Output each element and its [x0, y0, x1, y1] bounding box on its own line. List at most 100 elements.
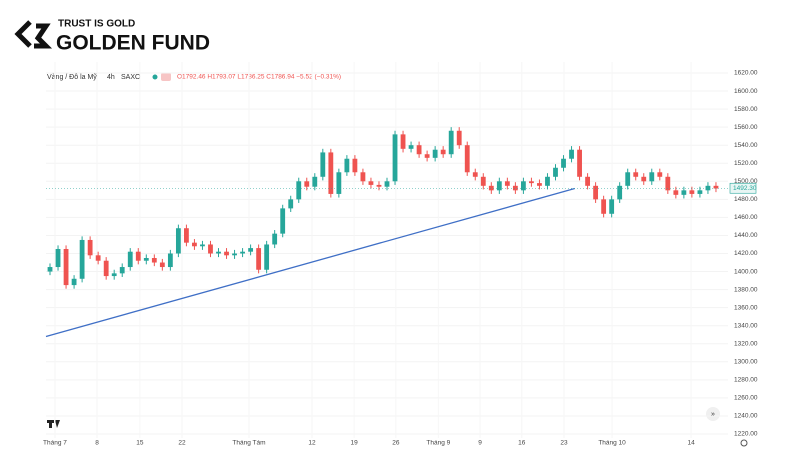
candle-body: [520, 181, 526, 191]
candle-body: [296, 181, 302, 200]
candle-body: [601, 199, 607, 214]
candle-body: [360, 172, 366, 182]
candle-body: [111, 273, 117, 277]
candle-body: [561, 158, 566, 168]
candle-body: [320, 152, 326, 177]
candle-body: [192, 242, 197, 247]
y-tick-label: 1340.00: [734, 322, 758, 329]
candle-body: [376, 184, 382, 187]
candle-body: [585, 176, 590, 186]
candle-body: [71, 278, 77, 286]
y-tick-label: 1440.00: [734, 232, 758, 239]
candle-body: [151, 258, 157, 263]
candle-body: [312, 176, 318, 187]
source: SAXO: [121, 74, 141, 81]
candle-body: [609, 199, 615, 214]
interval: 4h: [107, 74, 115, 81]
legend-values: O1792.46 H1793.07 L1786.25 C1786.94 −5.5…: [177, 74, 341, 81]
candle-body: [328, 152, 334, 194]
candle-body: [464, 145, 470, 173]
candle-body: [440, 149, 446, 155]
x-tick-label: Tháng Tám: [232, 440, 265, 447]
y-tick-label: 1240.00: [734, 413, 758, 420]
candle-body: [593, 185, 599, 200]
y-tick-label: 1460.00: [734, 214, 758, 221]
candle-body: [553, 167, 558, 177]
candle-body: [256, 248, 262, 270]
candle-body: [633, 172, 639, 177]
trend-line: [45, 187, 575, 338]
candle-body: [713, 185, 719, 189]
candle-body: [264, 244, 270, 270]
candle-body: [545, 176, 550, 186]
candle-body: [248, 248, 254, 252]
x-tick-label: Tháng 10: [598, 440, 626, 447]
x-tick-label: 19: [350, 440, 358, 447]
candle-body: [472, 172, 478, 177]
badge: [161, 73, 171, 81]
candle-body: [352, 158, 358, 173]
y-tick-label: 1480.00: [734, 196, 758, 203]
candle-body: [424, 154, 430, 158]
y-tick-label: 1380.00: [734, 286, 758, 293]
scroll-icon[interactable]: »: [711, 411, 715, 418]
candle-body: [103, 260, 109, 277]
x-tick-label: 16: [518, 440, 526, 447]
logo-icon: [14, 20, 53, 49]
candle-body: [689, 190, 695, 194]
candle-body: [697, 190, 703, 194]
candle-body: [224, 251, 229, 256]
x-tick-label: 8: [95, 440, 99, 447]
logo-tagline: TRUST IS GOLD: [58, 19, 135, 30]
logo-name: GOLDEN FUND: [56, 32, 210, 55]
y-tick-label: 1320.00: [734, 340, 758, 347]
candle-body: [569, 149, 574, 159]
x-tick-label: 15: [136, 440, 144, 447]
y-tick-label: 1360.00: [734, 304, 758, 311]
x-tick-label: 12: [308, 440, 316, 447]
candle-body: [512, 185, 518, 191]
y-tick-label: 1260.00: [734, 395, 758, 402]
candle-body: [87, 239, 93, 256]
candle-body: [280, 208, 286, 234]
y-tick-label: 1280.00: [734, 377, 758, 384]
x-tick-label: Tháng 7: [43, 440, 67, 447]
candle-body: [537, 183, 542, 186]
candle-body: [272, 233, 278, 245]
candle-body: [167, 253, 173, 268]
candle-body: [159, 262, 165, 268]
chart-title: Vàng / Đô la Mỹ: [47, 74, 97, 81]
candle-body: [681, 190, 687, 195]
y-tick-label: 1220.00: [734, 431, 758, 438]
candle-body: [448, 130, 454, 155]
candle-body: [617, 185, 623, 200]
candle-body: [200, 244, 205, 247]
candle-body: [673, 190, 679, 195]
candle-body: [288, 199, 294, 209]
y-tick-label: 1600.00: [734, 88, 758, 95]
candle-body: [400, 134, 406, 149]
x-tick-label: 14: [687, 440, 695, 447]
candle-body: [456, 130, 462, 146]
candle-body: [336, 172, 342, 194]
settings-icon[interactable]: [740, 439, 748, 447]
candle-body: [304, 181, 310, 187]
x-tick-label: 23: [560, 440, 568, 447]
y-tick-label: 1420.00: [734, 250, 758, 257]
candle-body: [208, 244, 213, 254]
last-price-box: [729, 182, 757, 194]
candle-body: [649, 172, 655, 182]
candle-body: [705, 185, 711, 191]
candle-body: [496, 181, 502, 191]
candle-body: [408, 145, 414, 149]
candle-body: [344, 158, 350, 173]
y-tick-label: 1300.00: [734, 359, 758, 366]
candle-body: [529, 181, 534, 184]
scroll-button[interactable]: [706, 407, 720, 421]
candle-body: [135, 251, 141, 261]
candle-body: [232, 253, 237, 256]
status-dot: [152, 74, 158, 80]
x-tick-label: 22: [178, 440, 186, 447]
candle-body: [577, 149, 582, 177]
